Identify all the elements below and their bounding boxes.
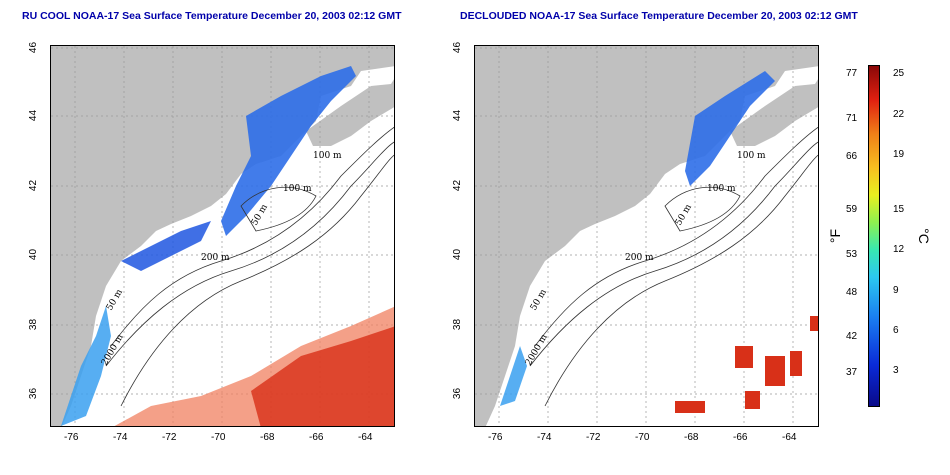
lon-tick: -74 — [113, 432, 128, 443]
fahrenheit-tick: 48 — [846, 287, 858, 298]
lat-tick: 38 — [28, 318, 40, 331]
lat-tick: 42 — [452, 179, 464, 192]
coastal-water — [500, 346, 527, 406]
celsius-tick: 6 — [893, 325, 899, 336]
lon-tick: -76 — [64, 432, 79, 443]
contour-label: 200 m — [625, 253, 654, 263]
contour-label: 100 m — [737, 151, 766, 161]
cold-water-gulf-of-maine — [221, 66, 356, 236]
contour-label: 2000 m — [524, 332, 550, 367]
coastal-water — [61, 306, 111, 426]
celsius-tick: 15 — [893, 204, 905, 215]
contour-label: 200 m — [201, 253, 230, 263]
contour-label: 100 m — [313, 151, 342, 161]
lat-tick: 38 — [452, 318, 464, 331]
celsius-tick: 9 — [893, 285, 899, 296]
cold-water-shelf — [121, 221, 211, 271]
fahrenheit-tick: 42 — [846, 331, 858, 342]
lat-tick: 44 — [452, 109, 464, 122]
fahrenheit-tick: 77 — [846, 68, 858, 79]
contour-label: 50 m — [674, 202, 694, 227]
map-title-left: RU COOL NOAA-17 Sea Surface Temperature … — [22, 10, 402, 22]
lon-tick: -70 — [211, 432, 226, 443]
contour-label: 100 m — [283, 184, 312, 194]
lon-tick: -76 — [488, 432, 503, 443]
celsius-tick: 12 — [893, 244, 905, 255]
lat-tick: 46 — [452, 41, 464, 54]
lon-tick: -66 — [733, 432, 748, 443]
lon-tick: -72 — [586, 432, 601, 443]
celsius-tick: 22 — [893, 109, 905, 120]
lon-tick: -68 — [260, 432, 275, 443]
celsius-tick: 3 — [893, 365, 899, 376]
sst-map-declouded: 100 m 100 m 50 m 200 m 50 m 2000 m — [474, 45, 819, 427]
contour-label: 100 m — [707, 184, 736, 194]
lon-tick: -64 — [782, 432, 797, 443]
lat-tick: 40 — [452, 248, 464, 261]
land-mass — [51, 46, 394, 426]
fahrenheit-unit-label: °F — [827, 228, 844, 244]
warm-water-patches — [675, 316, 818, 413]
lat-tick: 40 — [28, 248, 40, 261]
fahrenheit-tick: 71 — [846, 113, 858, 124]
nova-scotia — [306, 79, 394, 146]
sst-map-raw: 100 m 100 m 50 m 200 m 50 m 2000 m — [50, 45, 395, 427]
fahrenheit-tick: 37 — [846, 367, 858, 378]
contour-label: 50 m — [529, 287, 549, 312]
lon-tick: -70 — [635, 432, 650, 443]
celsius-unit-label: °C — [915, 228, 932, 244]
nova-scotia — [730, 79, 818, 146]
contour-label: 50 m — [105, 287, 125, 312]
lon-tick: -64 — [358, 432, 373, 443]
fahrenheit-tick: 66 — [846, 151, 858, 162]
celsius-tick: 19 — [893, 149, 905, 160]
lon-tick: -74 — [537, 432, 552, 443]
lon-tick: -72 — [162, 432, 177, 443]
lon-tick: -66 — [309, 432, 324, 443]
lat-tick: 44 — [28, 109, 40, 122]
warm-core — [251, 326, 394, 426]
lat-tick: 46 — [28, 41, 40, 54]
temperature-colorbar — [868, 65, 880, 407]
fahrenheit-tick: 53 — [846, 249, 858, 260]
cold-water-gulf-of-maine — [685, 71, 775, 186]
land-mass — [475, 46, 818, 426]
lon-tick: -68 — [684, 432, 699, 443]
lat-tick: 36 — [452, 387, 464, 400]
map-title-right: DECLOUDED NOAA-17 Sea Surface Temperatur… — [460, 10, 858, 22]
lat-tick: 36 — [28, 387, 40, 400]
celsius-tick: 25 — [893, 68, 905, 79]
lat-tick: 42 — [28, 179, 40, 192]
fahrenheit-tick: 59 — [846, 204, 858, 215]
